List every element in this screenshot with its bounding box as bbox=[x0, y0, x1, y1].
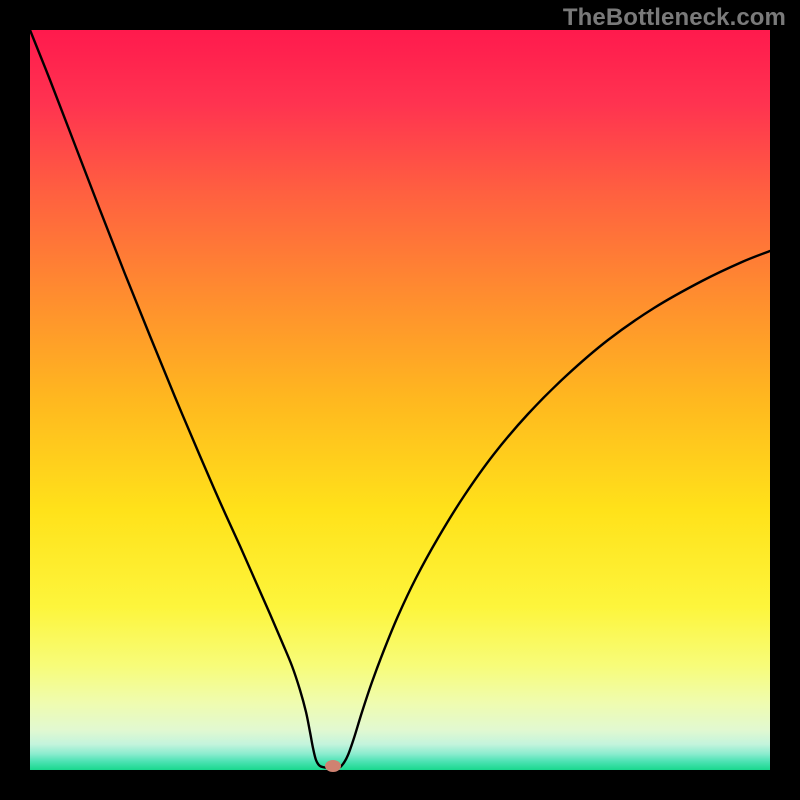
bottleneck-curve-layer bbox=[0, 0, 800, 800]
bottleneck-curve bbox=[30, 30, 770, 768]
watermark-text: TheBottleneck.com bbox=[563, 4, 786, 32]
minimum-marker bbox=[325, 760, 341, 772]
chart-stage: TheBottleneck.com bbox=[0, 0, 800, 800]
